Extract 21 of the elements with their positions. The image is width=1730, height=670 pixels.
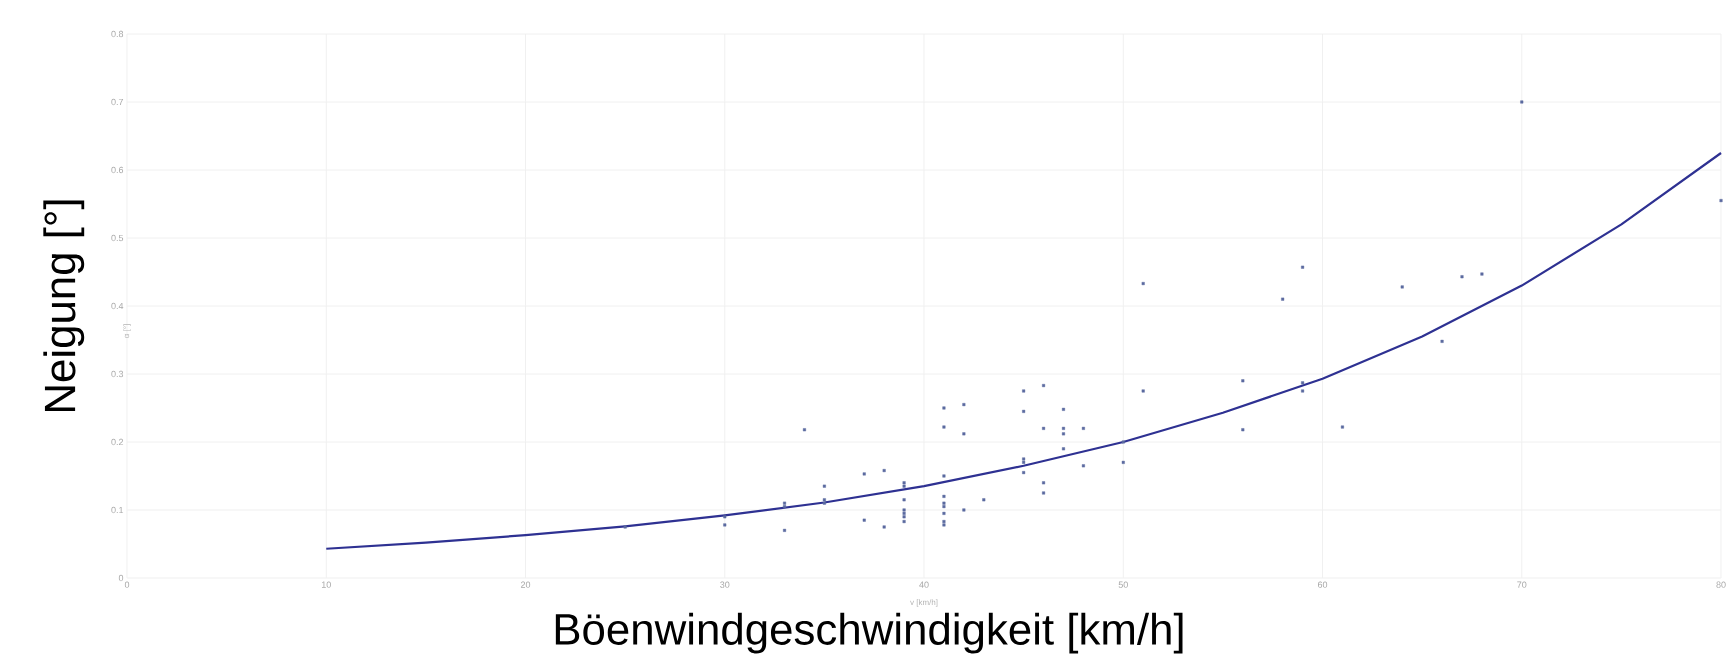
y-tick-label: 0.4 (111, 302, 124, 310)
y-tick-label: 0.1 (111, 506, 124, 514)
y-tick-label: 0.2 (111, 438, 124, 446)
x-tick-label: 0 (124, 581, 130, 588)
y-tick-label: 0 (118, 574, 124, 582)
x-axis-title: Böenwindgeschwindigkeit [km/h] (555, 612, 1183, 654)
x-tick-label: 20 (520, 581, 531, 588)
y-tick-label: 0.6 (111, 166, 124, 174)
y-axis-title: Neigung [°] (43, 200, 85, 412)
x-tick-label: 70 (1517, 581, 1527, 588)
x-tick-label: 40 (919, 581, 929, 588)
x-tick-label: 50 (1118, 581, 1128, 588)
x-tick-label: 10 (321, 581, 331, 588)
y-tick-label: 0.5 (111, 234, 124, 242)
x-tick-label: 60 (1317, 581, 1328, 588)
y-tick-label: 0.3 (111, 370, 124, 378)
line-series (325, 151, 1723, 550)
x-tick-label: 80 (1716, 581, 1726, 588)
y-tick-label: 0.7 (111, 98, 124, 106)
x-tick-label: 30 (720, 581, 730, 588)
y-tick-label: 0.8 (111, 30, 124, 38)
